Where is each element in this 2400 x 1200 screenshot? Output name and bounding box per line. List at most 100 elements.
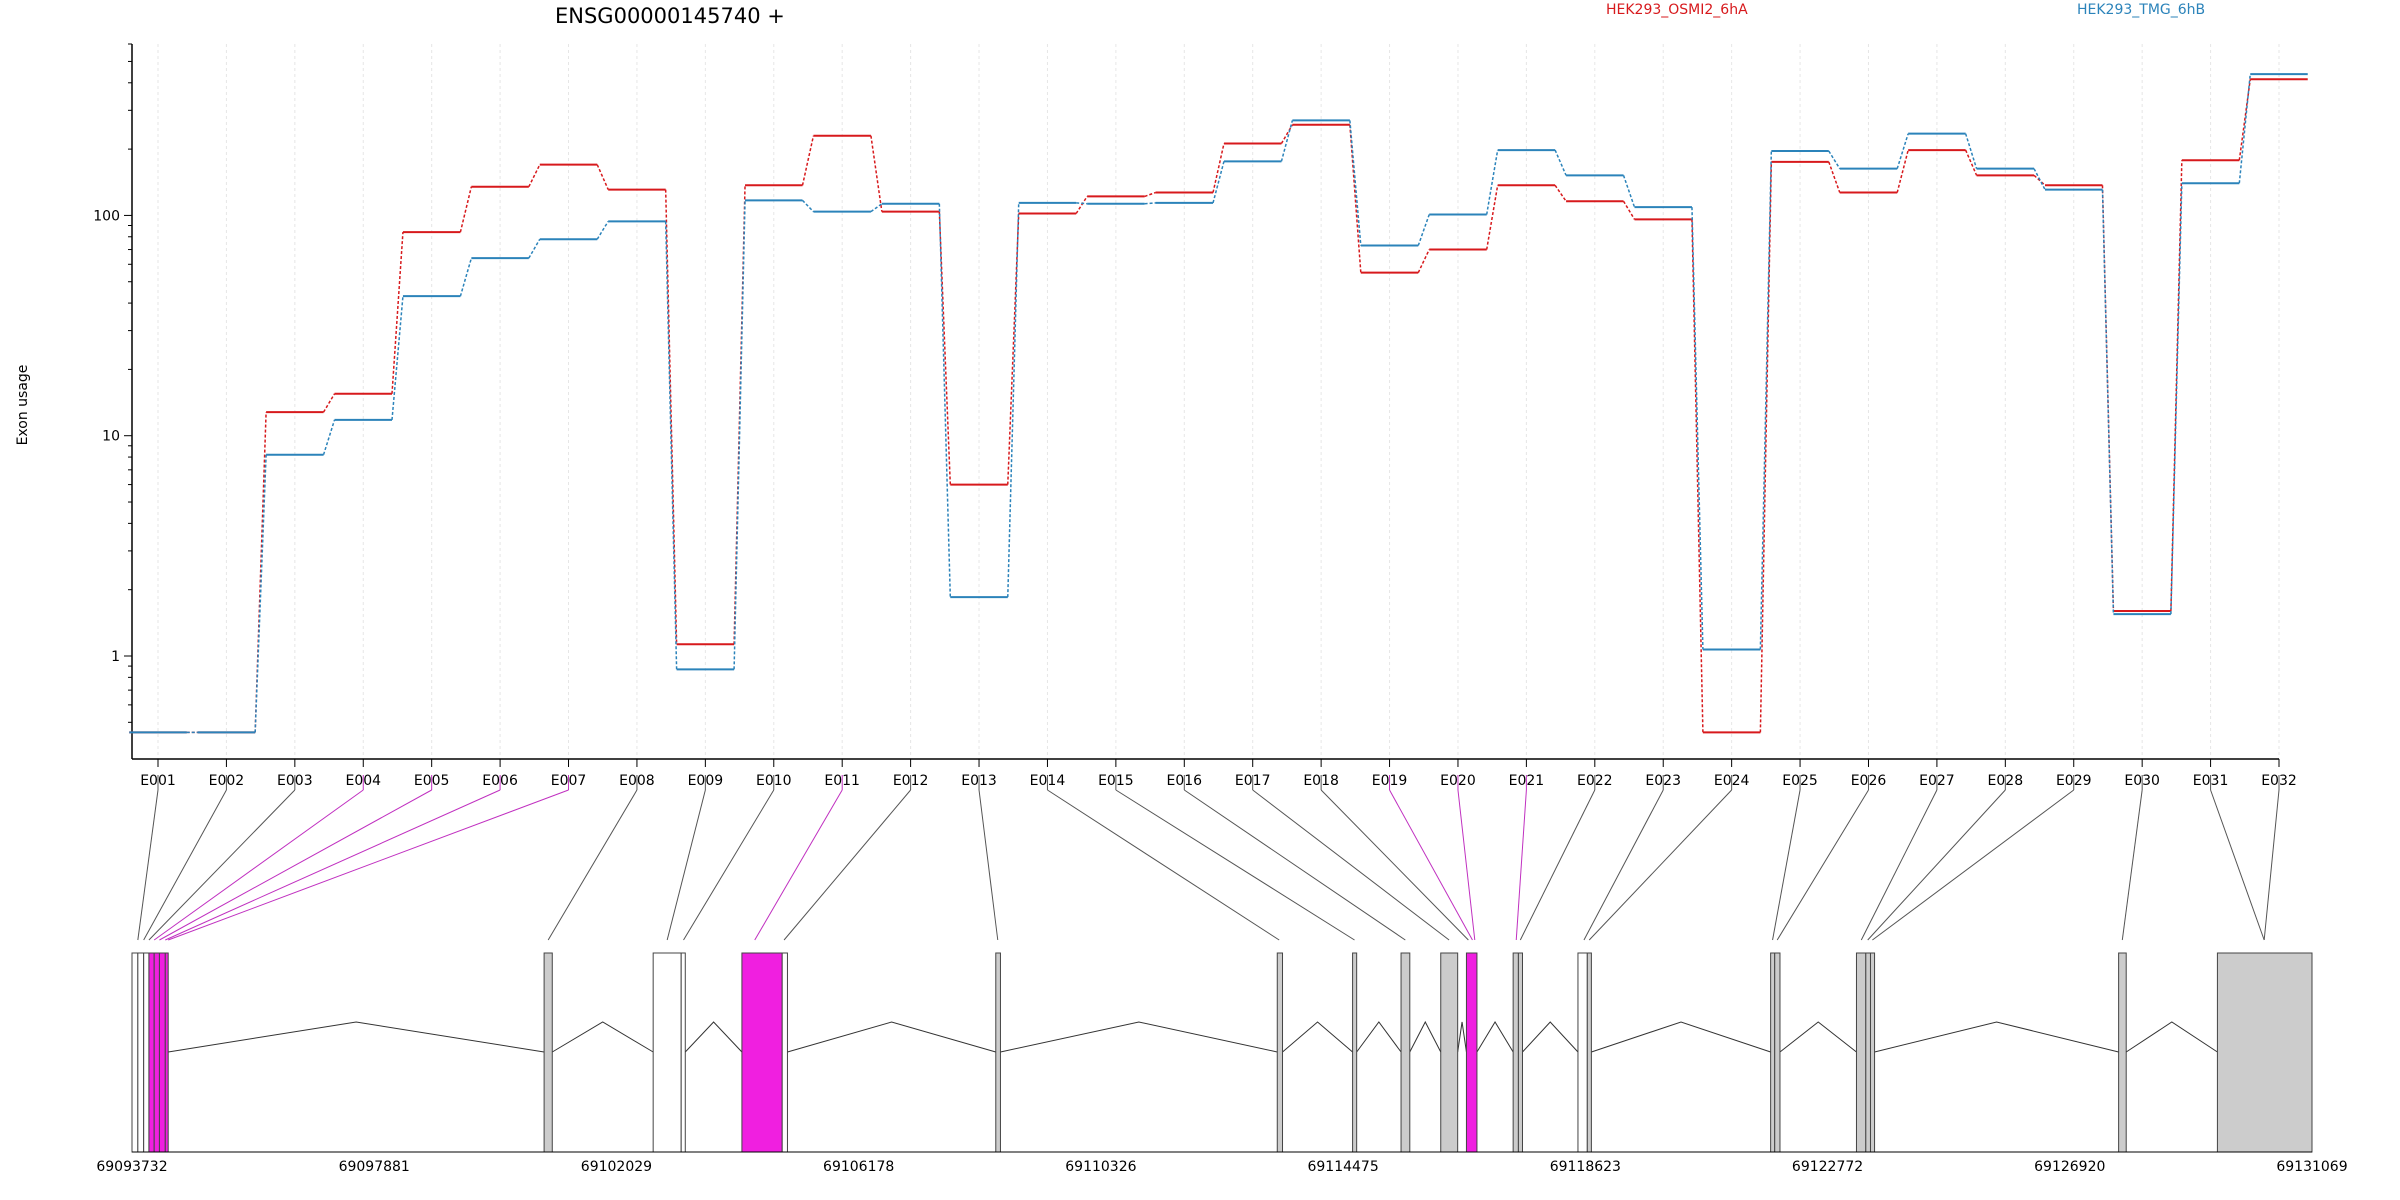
genomic-coordinate-label: 69131069 <box>2276 1159 2347 1175</box>
exon-block <box>1855 952 1867 1153</box>
exon-block <box>148 952 155 1153</box>
exon-link-line <box>1588 789 1733 941</box>
exon-usage-connector <box>2101 189 2115 615</box>
exon-usage-connector <box>1691 219 1704 733</box>
exon-usage-connector <box>1007 202 1020 598</box>
exon-link-line <box>666 789 706 941</box>
exon-usage-connector <box>1554 184 1567 202</box>
exon-link-line <box>783 789 911 941</box>
exon-block <box>1865 952 1871 1153</box>
exon-usage-connector <box>1759 151 1773 650</box>
genomic-coordinate-label: 69126920 <box>2034 1159 2105 1175</box>
exon-usage-connector <box>2033 168 2046 190</box>
exon-usage-connector <box>733 200 746 670</box>
exon-link-line <box>1184 789 1406 941</box>
exon-usage-connector <box>1280 124 1294 144</box>
exon-block <box>2216 952 2313 1153</box>
exon-block <box>137 952 145 1153</box>
exon-block <box>781 952 788 1153</box>
exon-usage-connector <box>596 220 609 240</box>
intron-line <box>1356 1021 1402 1053</box>
exon-block <box>2118 952 2127 1153</box>
exon-usage-connector <box>1212 161 1225 204</box>
exon-link-line <box>1867 789 2006 941</box>
exon-usage-connector <box>391 296 404 420</box>
exon-link-line <box>547 789 638 941</box>
exon-usage-connector <box>1964 149 1978 176</box>
exon-usage-connector <box>1007 213 1020 485</box>
series-osmi2 <box>129 78 2308 734</box>
intron-line <box>2125 1021 2218 1053</box>
y-axis-label: Exon usage <box>15 365 31 446</box>
exon-usage-connector <box>801 199 814 213</box>
exon-usage-connector <box>938 211 952 485</box>
exon-link-line <box>165 789 501 941</box>
exon-usage-connector <box>1485 185 1499 250</box>
legend-series-tmg: HEK293_TMG_6hB <box>2077 2 2205 18</box>
exon-usage-connector <box>1828 150 1841 170</box>
exon-link-line <box>1047 789 1280 941</box>
genomic-coordinate-label: 69106178 <box>823 1159 894 1175</box>
exon-usage-connector <box>459 186 473 233</box>
exon-usage-connector <box>391 232 404 394</box>
exon-link-line <box>1776 789 1869 941</box>
exon-block <box>680 952 686 1153</box>
exon-usage-connector <box>870 203 883 213</box>
exon-usage-connector <box>1349 120 1362 246</box>
exon-usage-connector <box>1417 249 1430 273</box>
genomic-coordinate-label: 69102029 <box>581 1159 652 1175</box>
exon-usage-connector <box>322 393 336 413</box>
exon-link-line <box>1515 789 1527 941</box>
exon-link-line <box>1252 789 1450 941</box>
exon-block <box>1352 952 1358 1153</box>
exon-block <box>153 952 160 1153</box>
exon-usage-connector <box>1622 175 1636 208</box>
intron-line <box>1591 1021 1771 1053</box>
intron-line <box>1409 1020 1442 1053</box>
exon-block <box>1774 952 1781 1153</box>
exon-usage-connector <box>1691 207 1704 650</box>
genomic-coordinate-label: 69122772 <box>1792 1159 1863 1175</box>
exon-usage-connector <box>528 238 541 259</box>
y-tick-label: 10 <box>102 429 120 445</box>
exon-link-line <box>1457 789 1476 941</box>
exon-link-line <box>1860 789 1938 941</box>
exon-block <box>1869 952 1876 1153</box>
exon-link-line <box>1389 789 1473 941</box>
exon-block <box>1586 952 1592 1153</box>
exon-usage-connector <box>801 135 815 186</box>
exon-block <box>1465 952 1478 1153</box>
exon-usage-connector <box>870 135 883 212</box>
exon-link-line <box>1772 789 1801 941</box>
exon-usage-connector <box>1485 149 1499 215</box>
exon-usage-connector <box>1554 149 1567 176</box>
intron-line <box>787 1021 996 1053</box>
y-tick-label: 1 <box>111 649 120 665</box>
exon-usage-connector <box>2170 160 2183 612</box>
exon-usage-connector <box>1828 161 1841 193</box>
exon-link-line <box>2263 789 2280 941</box>
chart-title: ENSG00000145740 + <box>555 4 785 28</box>
exon-usage-connector <box>2238 74 2252 184</box>
intron-line <box>1476 1021 1514 1053</box>
exon-link-line <box>159 789 432 941</box>
exon-usage-connector <box>1212 143 1225 193</box>
intron-line <box>1522 1021 1579 1053</box>
intron-line <box>1779 1021 1857 1053</box>
intron-line <box>168 1021 545 1053</box>
series-tmg <box>129 73 2308 734</box>
exon-usage-connector <box>528 164 541 188</box>
intron-line <box>684 1021 743 1053</box>
exon-link-line <box>1872 789 2075 941</box>
genomic-coordinate-label: 69097881 <box>339 1159 410 1175</box>
exon-block <box>741 952 783 1153</box>
exon-block <box>652 952 682 1153</box>
genomic-coordinate-label: 69114475 <box>1307 1159 1378 1175</box>
exon-usage-connector <box>254 412 267 733</box>
exon-block <box>143 952 150 1153</box>
exon-usage-connector <box>1280 120 1294 162</box>
y-tick-label: 100 <box>93 208 120 224</box>
exon-link-line <box>168 789 569 941</box>
exon-link-line <box>2210 789 2265 941</box>
